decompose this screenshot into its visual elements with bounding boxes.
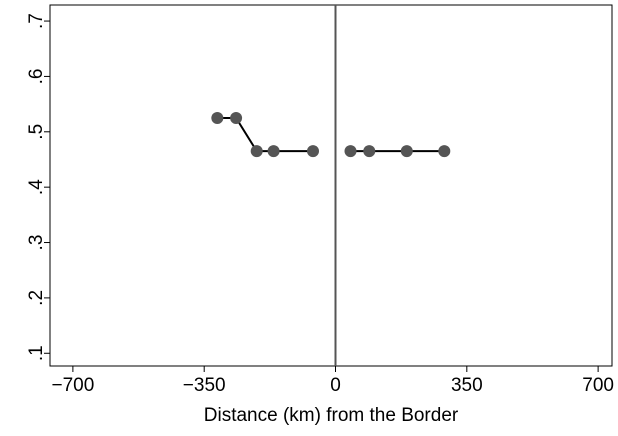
- y-tick-label: .7: [26, 13, 47, 29]
- x-tick-label: 700: [582, 375, 614, 396]
- x-axis-label: Distance (km) from the Border: [204, 405, 459, 426]
- marker: [211, 111, 224, 124]
- marker: [267, 145, 280, 158]
- y-tick-label: .5: [26, 124, 47, 140]
- y-tick-label: .1: [26, 345, 47, 361]
- plot-frame: [49, 4, 613, 367]
- y-tick-label: .6: [26, 68, 47, 84]
- x-tick-label: 350: [451, 375, 483, 396]
- marker: [400, 145, 413, 158]
- y-tick-label: .4: [26, 179, 47, 195]
- marker: [438, 145, 451, 158]
- marker: [250, 145, 263, 158]
- y-tick-label: .3: [26, 235, 47, 251]
- x-tick-label: −350: [183, 375, 226, 396]
- x-tick-label: −700: [51, 375, 94, 396]
- y-tick-label: .2: [26, 290, 47, 306]
- marker: [230, 111, 243, 124]
- marker: [306, 145, 319, 158]
- marker: [344, 145, 357, 158]
- marker: [363, 145, 376, 158]
- x-tick-label: 0: [330, 375, 341, 396]
